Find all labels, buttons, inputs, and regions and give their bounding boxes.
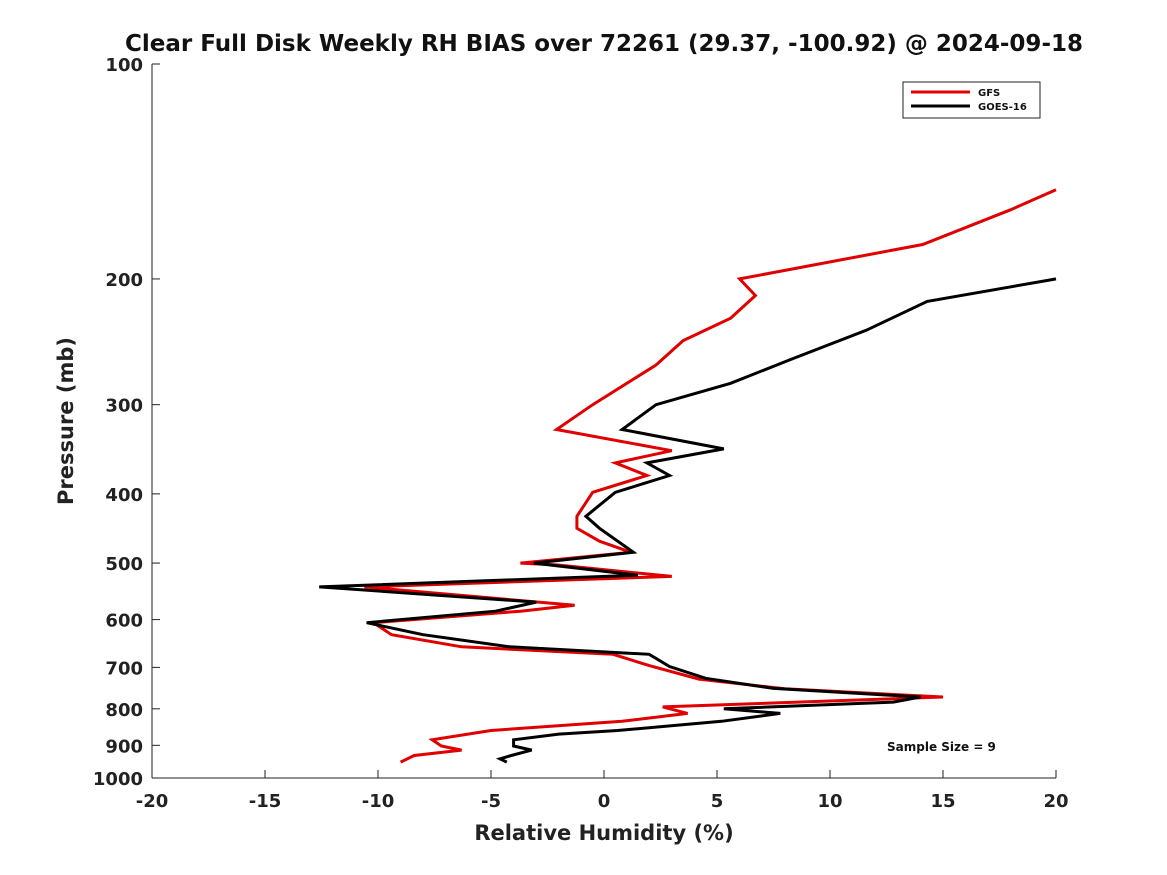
y-tick-label: 800 <box>105 700 143 721</box>
legend-label-goes16: GOES-16 <box>978 102 1027 113</box>
x-tick-label: -5 <box>481 791 501 812</box>
x-tick-label: 20 <box>1043 791 1068 812</box>
y-tick-label: 700 <box>105 658 143 679</box>
x-tick-label: 15 <box>930 791 955 812</box>
sample-size-annotation: Sample Size = 9 <box>887 740 996 754</box>
legend-label-gfs: GFS <box>978 88 1000 99</box>
x-tick-label: 5 <box>711 791 724 812</box>
y-tick-label: 1000 <box>93 769 143 790</box>
legend: GFS GOES-16 <box>902 81 1041 119</box>
y-ticks: 100 200 300 400 500 600 700 800 900 1000 <box>93 55 160 790</box>
series-line-gfs <box>364 188 1057 764</box>
x-tick-label: 0 <box>598 791 611 812</box>
x-tick-label: -20 <box>136 791 169 812</box>
series-group <box>319 188 1057 764</box>
y-tick-label: 900 <box>105 736 143 757</box>
y-tick-label: 400 <box>105 485 143 506</box>
legend-box <box>902 81 1041 119</box>
x-tick-label: -10 <box>362 791 395 812</box>
y-tick-label: 100 <box>105 55 143 76</box>
x-ticks: -20 -15 -10 -5 0 5 10 15 20 <box>136 770 1069 812</box>
y-tick-label: 300 <box>105 396 143 417</box>
y-axis-label: Pressure (mb) <box>54 337 78 505</box>
x-tick-label: -15 <box>249 791 282 812</box>
plot-area: -20 -15 -10 -5 0 5 10 15 20 100 200 300 400 500 600 70… <box>93 55 1069 812</box>
x-axis-label: Relative Humidity (%) <box>474 821 733 845</box>
series-line-goes16 <box>319 277 1057 764</box>
y-tick-label: 500 <box>105 554 143 575</box>
x-tick-label: 10 <box>817 791 842 812</box>
chart-title: Clear Full Disk Weekly RH BIAS over 7226… <box>125 31 1083 57</box>
y-tick-label: 600 <box>105 611 143 632</box>
y-tick-label: 200 <box>105 270 143 291</box>
